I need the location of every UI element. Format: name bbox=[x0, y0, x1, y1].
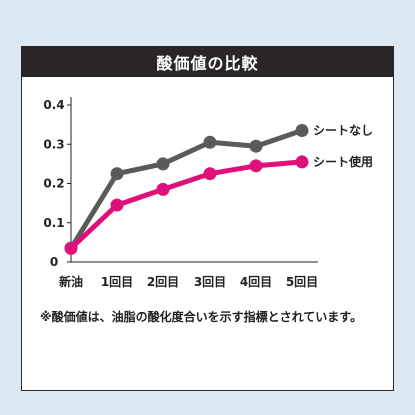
y-tick-label: 0 bbox=[50, 255, 58, 269]
x-tick-label: 新油 bbox=[59, 274, 83, 289]
x-tick-label: 5回目 bbox=[286, 275, 318, 289]
chart-card bbox=[21, 46, 394, 391]
y-tick-label: 0.4 bbox=[43, 98, 64, 112]
x-tick-label: 2回目 bbox=[147, 275, 179, 289]
data-point bbox=[156, 182, 170, 196]
data-point bbox=[203, 135, 217, 149]
chart-footnote: ※酸価値は、油脂の酸化度合いを示す指標とされています。 bbox=[40, 310, 363, 324]
data-point bbox=[249, 139, 263, 153]
data-point bbox=[110, 167, 124, 181]
data-point bbox=[110, 198, 124, 212]
x-tick-label: 1回目 bbox=[101, 275, 133, 289]
data-point bbox=[203, 167, 217, 181]
y-tick-label: 0.3 bbox=[43, 137, 64, 151]
x-tick-label: 4回目 bbox=[240, 275, 272, 289]
y-tick-label: 0.1 bbox=[43, 216, 64, 230]
data-point bbox=[295, 124, 309, 138]
series-line bbox=[69, 159, 303, 251]
data-point bbox=[156, 157, 170, 171]
x-tick-label: 3回目 bbox=[194, 275, 226, 289]
data-point bbox=[249, 159, 263, 173]
series-label: シートなし bbox=[313, 124, 373, 138]
data-point bbox=[295, 155, 309, 169]
data-point bbox=[64, 241, 78, 255]
series-label: シート使用 bbox=[313, 154, 373, 169]
chart-title: 酸価値の比較 bbox=[21, 46, 394, 77]
series-line bbox=[68, 128, 303, 250]
y-tick-label: 0.2 bbox=[43, 177, 64, 191]
